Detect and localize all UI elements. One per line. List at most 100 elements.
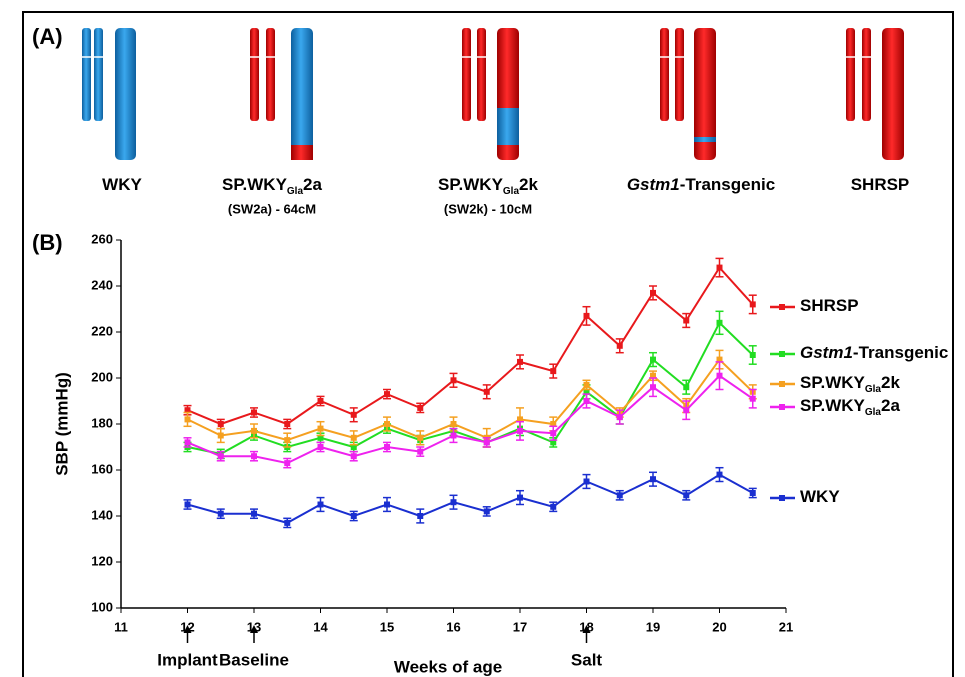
annotation: Salt: [571, 650, 603, 669]
label-part: Gstm1: [800, 343, 853, 362]
marker: [184, 416, 191, 423]
label: SHRSP: [800, 296, 859, 315]
marker: [550, 439, 557, 446]
marker: [384, 421, 390, 427]
marker: [350, 411, 357, 418]
label-part: 2k: [519, 175, 538, 194]
series-line: [187, 473, 754, 524]
marker: [517, 416, 523, 423]
marker: [650, 289, 656, 296]
label-part: 2a: [881, 396, 900, 415]
legend-marker: [779, 495, 785, 501]
marker: [583, 388, 590, 395]
marker: [350, 453, 357, 460]
marker: [217, 421, 224, 427]
legend-marker: [779, 351, 785, 357]
label-part: SP.WKY: [438, 175, 504, 194]
y-tick-label: 160: [91, 461, 113, 476]
marker: [550, 430, 557, 437]
annotation: Implant: [157, 650, 218, 669]
marker: [251, 409, 257, 416]
series-line: [187, 374, 754, 465]
label-part: Gla: [865, 407, 882, 418]
x-tick-label: 16: [446, 619, 460, 634]
marker: [217, 432, 224, 439]
marker: [650, 476, 656, 483]
x-tick-label: 14: [313, 619, 328, 634]
marker: [317, 425, 324, 432]
marker: [317, 434, 324, 441]
marker: [450, 377, 457, 384]
strain-note: (SW2k) - 10cM: [444, 201, 532, 216]
marker: [550, 503, 557, 510]
marker: [284, 421, 291, 427]
marker: [517, 358, 523, 365]
marker: [417, 513, 424, 519]
marker: [517, 427, 523, 434]
chromosomes: [80, 28, 904, 160]
marker: [583, 398, 590, 404]
marker: [517, 494, 523, 501]
x-tick-label: 19: [646, 619, 660, 634]
marker: [417, 448, 424, 455]
marker: [450, 421, 457, 427]
label-part: WKY: [800, 487, 840, 506]
marker: [483, 439, 490, 446]
marker: [417, 434, 424, 441]
marker: [716, 372, 723, 379]
label-part: SP.WKY: [800, 373, 866, 392]
marker: [650, 372, 656, 379]
marker: [350, 444, 357, 450]
marker: [650, 384, 656, 391]
label: Gstm1-Transgenic: [627, 175, 775, 194]
legend-marker: [779, 381, 785, 387]
marker: [749, 490, 756, 496]
marker: [384, 501, 390, 508]
strain-note: (SW2a) - 64cM: [228, 201, 316, 216]
y-tick-label: 220: [91, 323, 113, 338]
marker: [616, 492, 623, 499]
y-tick-label: 100: [91, 599, 113, 614]
legend-marker: [779, 404, 785, 410]
x-axis-label: Weeks of age: [394, 657, 502, 676]
marker: [284, 460, 291, 467]
annotation-arrowhead: [183, 625, 192, 633]
marker: [384, 391, 390, 398]
marker: [284, 519, 291, 526]
marker: [184, 501, 191, 508]
label-part: 2k: [881, 373, 900, 392]
label-part: SHRSP: [800, 296, 859, 315]
y-tick-label: 200: [91, 369, 113, 384]
legend-marker: [779, 304, 785, 310]
series-line: [187, 265, 754, 426]
marker: [450, 432, 457, 439]
label-part: SP.WKY: [800, 396, 866, 415]
y-tick-label: 140: [91, 507, 113, 522]
label-part: Gla: [865, 384, 882, 395]
frame: [22, 11, 954, 677]
x-tick-label: 21: [779, 619, 793, 634]
marker: [716, 471, 723, 478]
x-tick-label: 11: [114, 619, 128, 634]
marker: [550, 368, 557, 375]
marker: [583, 312, 590, 319]
panel-label: (B): [32, 230, 63, 255]
marker: [284, 437, 291, 444]
label-part: -Transgenic: [853, 343, 948, 362]
marker: [683, 492, 690, 499]
marker: [650, 356, 656, 363]
label: SHRSP: [851, 175, 910, 194]
marker: [683, 407, 690, 414]
x-tick-label: 20: [712, 619, 726, 634]
marker: [350, 513, 357, 519]
marker: [716, 319, 723, 326]
label: SP.WKYGla2k: [800, 373, 900, 395]
marker: [716, 356, 723, 363]
marker: [683, 384, 690, 391]
marker: [583, 478, 590, 485]
marker: [251, 427, 257, 434]
annotation-arrowhead: [250, 625, 258, 633]
panel-label: (A): [32, 24, 63, 49]
marker: [350, 434, 357, 441]
